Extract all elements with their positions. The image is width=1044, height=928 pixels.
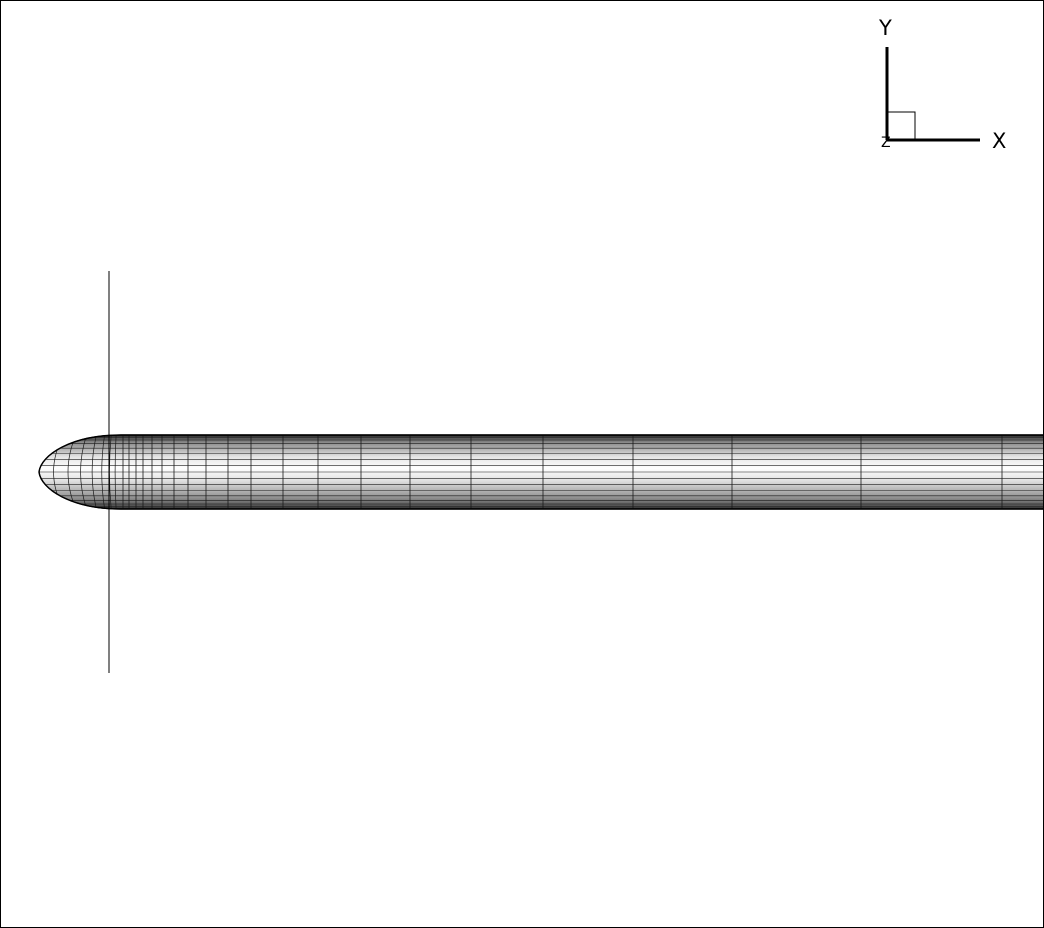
mesh-nose-ring [91,435,97,509]
body-mesh [38,434,1043,510]
axes-triad: Y X Z [878,16,1006,153]
mesh-nose-ring [80,435,87,509]
z-axis-box [886,111,916,141]
mesh-grid-lines [39,435,1043,509]
body-outline [38,434,1043,510]
mesh-nose-ring [114,435,117,509]
z-axis-label: Z [881,135,891,151]
mesh-nose-ring [101,435,105,509]
x-axis-label: X [992,129,1006,153]
y-axis-label: Y [878,16,892,40]
